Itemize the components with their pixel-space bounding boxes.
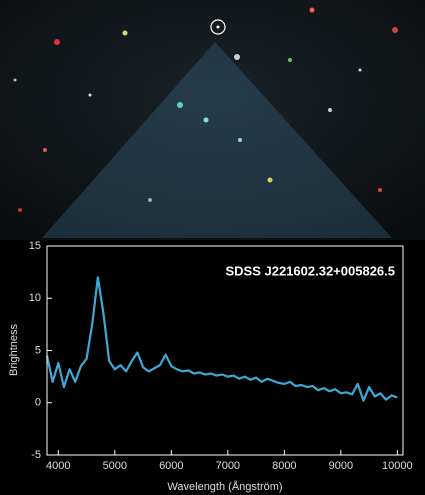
star-field <box>0 0 425 240</box>
x-tick-label: 4000 <box>46 460 70 472</box>
x-tick-label: 7000 <box>216 460 240 472</box>
x-tick-label: 10000 <box>382 460 413 472</box>
x-tick-label: 8000 <box>272 460 296 472</box>
x-axis-label: Wavelength (Ångström) <box>167 480 282 493</box>
x-tick-label: 6000 <box>159 460 183 472</box>
y-axis-label: Brightness <box>8 324 20 376</box>
y-tick-label: 15 <box>29 240 41 252</box>
x-tick-label: 5000 <box>103 460 127 472</box>
y-tick-label: 0 <box>35 397 41 409</box>
y-tick-label: 5 <box>35 344 41 356</box>
x-tick-label: 9000 <box>329 460 353 472</box>
chart-title: SDSS J221602.32+005826.5 <box>225 263 395 278</box>
y-tick-label: -5 <box>31 449 41 461</box>
y-tick-label: 10 <box>29 292 41 304</box>
figure: SDSS J221602.32+005826.5 Wavelength (Ång… <box>0 0 425 495</box>
